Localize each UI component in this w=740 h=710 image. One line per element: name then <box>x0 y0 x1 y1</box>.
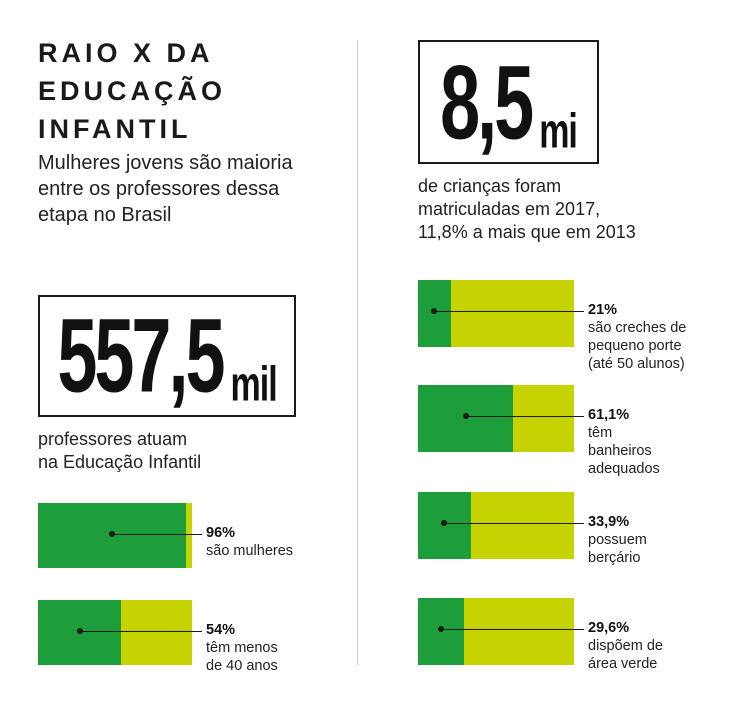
bar-desc-line: banheiros <box>588 443 652 459</box>
bar-label: 29,6% dispõem de área verde <box>588 619 728 673</box>
bar-remainder <box>450 280 574 347</box>
right-stat-box: 8,5 mi <box>418 40 599 164</box>
bar-0-0 <box>38 503 192 568</box>
bar-remainder <box>470 492 574 559</box>
bar-label: 96% são mulheres <box>206 524 346 560</box>
bar-desc-line: possuem <box>588 532 647 548</box>
left-stat-unit: mil <box>230 356 278 412</box>
bar-value-label: 61,1% <box>588 407 630 423</box>
caption-line: 11,8% a mais que em 2013 <box>418 222 636 242</box>
leader-line <box>441 629 584 630</box>
left-stat-caption: professores atuam na Educação Infantil <box>38 428 318 474</box>
leader-line <box>434 311 584 312</box>
right-stat-number: 8,5 <box>440 45 534 162</box>
bar-label: 21% são creches de pequeno porte (até 50 al… <box>588 301 728 373</box>
bar-desc-line: berçário <box>588 550 641 566</box>
leader-line <box>79 631 202 632</box>
caption-line: matriculadas em 2017, <box>418 199 601 219</box>
leader-line <box>465 416 584 417</box>
bar-label: 61,1% têm banheiros adequados <box>588 406 728 478</box>
page-subtitle: Mulheres jovens são maioria entre os pro… <box>38 152 293 226</box>
caption-line: de crianças foram <box>418 176 562 196</box>
left-stat-box: 557,5 mil <box>38 295 296 417</box>
bar-0-1 <box>38 600 192 665</box>
title-line: INFANTIL <box>38 114 192 144</box>
bar-desc-line: têm <box>588 425 613 441</box>
bar-value-label: 29,6% <box>588 620 630 636</box>
bar-remainder <box>513 385 574 452</box>
bar-label: 54% têm menos de 40 anos <box>206 621 346 675</box>
bar-1-0 <box>418 280 574 347</box>
bar-desc-line: área verde <box>588 656 658 672</box>
column-divider <box>357 40 358 665</box>
leader-line <box>444 523 584 524</box>
caption-line: professores atuam <box>38 429 188 449</box>
bar-value-label: 96% <box>206 525 236 541</box>
bar-desc-line: (até 50 alunos) <box>588 356 685 372</box>
bar-remainder <box>185 503 192 568</box>
bar-value-label: 33,9% <box>588 514 630 530</box>
bar-desc-line: pequeno porte <box>588 338 682 354</box>
right-stat-unit: mi <box>539 103 578 159</box>
bar-desc-line: são mulheres <box>206 543 294 559</box>
bar-desc-line: adequados <box>588 461 660 477</box>
leader-line <box>111 534 202 535</box>
page-title: RAIO X DA EDUCAÇÃO INFANTIL <box>38 34 338 148</box>
caption-line: na Educação Infantil <box>38 452 202 472</box>
bar-remainder <box>464 598 574 665</box>
bar-value-label: 54% <box>206 622 236 638</box>
bar-desc-line: são creches de <box>588 320 687 336</box>
title-line: EDUCAÇÃO <box>38 76 227 106</box>
bar-1-2 <box>418 492 574 559</box>
bar-1-1 <box>418 385 574 452</box>
bar-value-label: 21% <box>588 302 618 318</box>
bar-desc-line: de 40 anos <box>206 658 278 674</box>
right-stat-caption: de crianças foram matriculadas em 2017, … <box>418 175 718 244</box>
bar-1-3 <box>418 598 574 665</box>
left-stat-number: 557,5 <box>57 298 225 415</box>
bar-label: 33,9% possuem berçário <box>588 513 728 567</box>
title-line: RAIO X DA <box>38 38 214 68</box>
bar-desc-line: dispõem de <box>588 638 663 654</box>
bar-remainder <box>121 600 192 665</box>
bar-desc-line: têm menos <box>206 640 278 656</box>
